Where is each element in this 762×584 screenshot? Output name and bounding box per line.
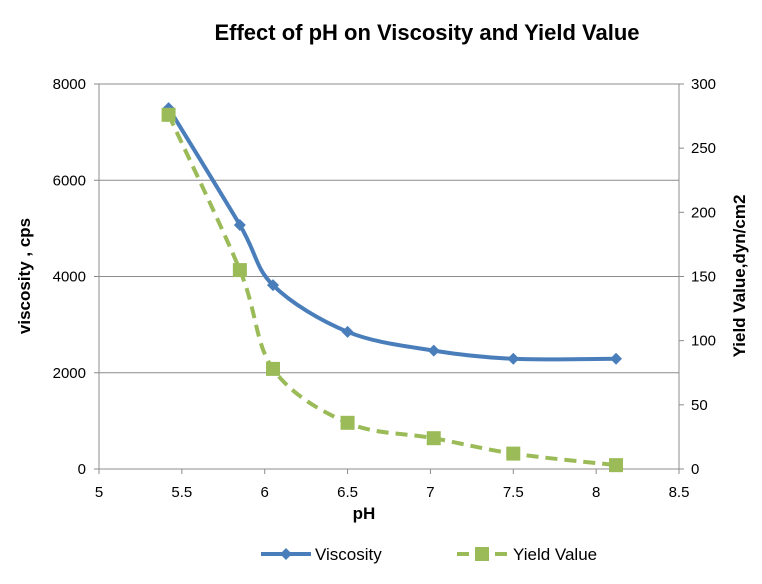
legend-marker-viscosity [280, 548, 292, 560]
legend-label-yield-value: Yield Value [513, 545, 597, 564]
y2-tick-label: 50 [691, 397, 708, 414]
x-tick-label: 6 [261, 484, 269, 501]
series-layer [161, 102, 624, 473]
x-tick-label: 8.5 [669, 484, 690, 501]
data-point-yield-value [161, 107, 176, 122]
data-point-yield-value [232, 263, 247, 278]
series-viscosity [162, 102, 623, 365]
y2-axis-title: Yield Value,dyn/cm2 [730, 195, 749, 358]
tick-labels: 0 2000 4000 6000 8000 0 50 100 150 200 250 300 5 5.5 6… [53, 76, 716, 501]
data-point-viscosity [341, 325, 354, 338]
legend-label-viscosity: Viscosity [315, 545, 382, 564]
legend-marker-yield-value [475, 547, 489, 561]
x-tick-label: 6.5 [337, 484, 358, 501]
gridlines [99, 83, 679, 374]
series-line-yield-value [166, 113, 617, 468]
x-axis-title: pH [353, 504, 376, 523]
x-tick-label: 8 [592, 484, 600, 501]
data-point-yield-value [340, 415, 355, 430]
y2-tick-label: 150 [691, 269, 716, 286]
y-tick-label: 2000 [53, 365, 86, 382]
y2-tick-label: 0 [691, 461, 699, 478]
data-point-yield-value [609, 458, 624, 473]
data-point-viscosity [507, 352, 520, 365]
x-tick-label: 7 [426, 484, 434, 501]
data-point-viscosity [427, 344, 440, 357]
series-yield-value [161, 107, 624, 473]
legend-item-viscosity: Viscosity [261, 545, 382, 564]
data-point-yield-value [266, 361, 280, 376]
data-point-viscosity [610, 352, 623, 365]
legend-item-yield-value: Yield Value [457, 545, 597, 564]
y2-tick-label: 100 [691, 333, 716, 350]
y-axis-title: viscosity , cps [15, 218, 34, 334]
y-tick-label: 0 [78, 461, 86, 478]
data-point-yield-value [506, 446, 521, 461]
y-tick-label: 8000 [53, 76, 86, 93]
y2-tick-label: 300 [691, 76, 716, 93]
y2-tick-label: 200 [691, 204, 716, 221]
y-tick-label: 4000 [53, 269, 86, 286]
chart-title: Effect of pH on Viscosity and Yield Valu… [214, 20, 639, 45]
axes [94, 83, 684, 474]
series-line-viscosity [166, 107, 617, 362]
data-point-viscosity [267, 279, 279, 292]
data-point-yield-value [426, 431, 441, 446]
y2-tick-label: 250 [691, 140, 716, 157]
y-tick-label: 6000 [53, 172, 86, 189]
x-tick-label: 7.5 [503, 484, 524, 501]
legend: Viscosity Yield Value [261, 545, 597, 564]
data-point-viscosity [233, 219, 246, 232]
x-tick-label: 5 [95, 484, 103, 501]
x-tick-label: 5.5 [171, 484, 192, 501]
